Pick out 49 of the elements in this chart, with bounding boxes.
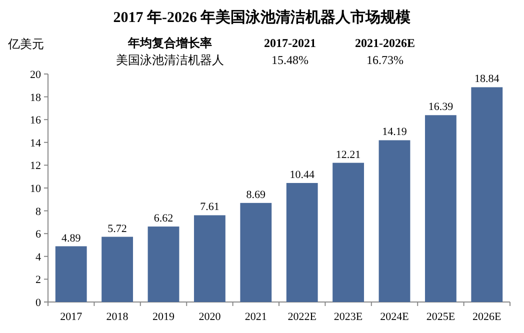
y-tick-label: 10 [30,183,42,195]
chart-title: 2017 年-2026 年美国泳池清洁机器人市场规模 [113,8,412,26]
bar [55,246,87,302]
bar [424,115,456,302]
data-label: 12.21 [336,148,361,161]
data-label: 18.84 [474,73,500,86]
x-tick-label: 2023E [334,311,363,323]
y-tick-label: 6 [36,228,42,241]
data-label: 6.62 [154,212,174,225]
text: 美国泳池清洁机器人 [116,53,224,67]
y-tick-label: 12 [30,160,41,172]
text: 年均复合增长率 [127,36,212,50]
bar [148,226,180,302]
data-label: 7.61 [200,201,220,214]
y-tick-label: 2 [36,274,41,286]
data-label: 8.69 [246,188,266,201]
x-tick-label: 2026E [472,311,502,323]
data-label: 4.89 [61,232,82,244]
text: 2021-2026E [355,36,415,50]
y-tick-label: 14 [30,137,42,150]
bar [378,140,410,302]
text: 15.48% [272,53,308,67]
y-tick-label: 0 [36,297,42,309]
bar [286,182,318,302]
y-tick-label: 20 [30,69,42,81]
x-tick-label: 2024E [380,311,410,323]
bar [194,215,226,302]
x-tick-label: 2021 [244,311,267,323]
bar [332,162,364,302]
data-label: 10.44 [290,168,315,181]
x-tick-label: 2020 [198,311,222,323]
bar [102,236,134,302]
y-tick-label: 4 [36,251,42,264]
text: 16.73% [366,53,404,67]
x-tick-label: 2022E [288,311,317,323]
y-tick-label: 18 [30,92,42,104]
x-tick-label: 2025E [426,311,456,323]
bar [240,202,272,302]
y-tick-label: 16 [30,114,42,127]
data-label: 5.72 [108,222,127,235]
data-label: 16.39 [428,101,454,114]
data-label: 14.19 [382,126,408,138]
x-tick-label: 2018 [106,311,129,323]
y-tick-label: 8 [36,206,42,218]
bar [471,87,503,302]
x-tick-label: 2017 [60,311,83,323]
text: 2017-2021 [264,36,316,50]
y-axis-title: 亿美元 [7,37,44,51]
x-tick-label: 2019 [152,311,175,323]
